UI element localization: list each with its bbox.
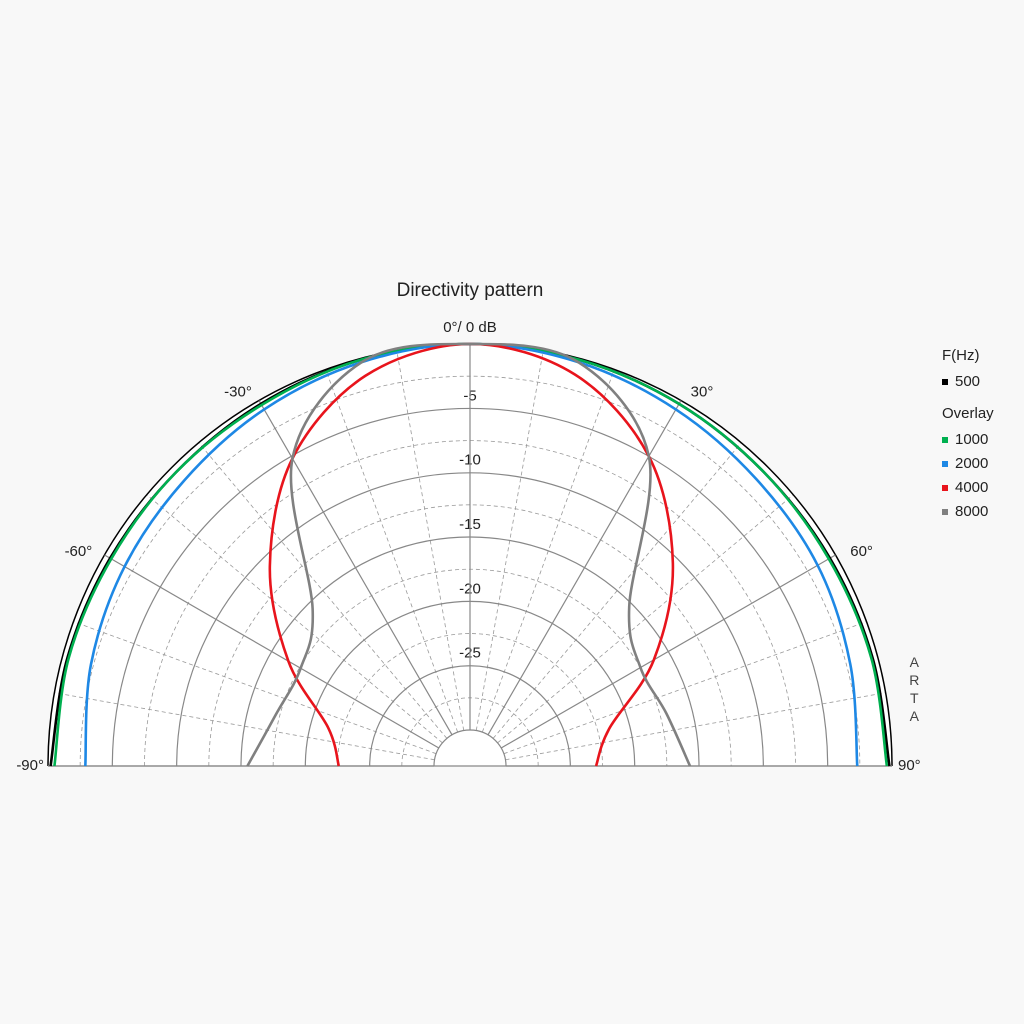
legend-label: 2000: [955, 455, 988, 472]
theta-tick-label: -90°: [16, 757, 44, 774]
legend-title: F(Hz): [942, 347, 980, 364]
legend-label: 8000: [955, 503, 988, 520]
legend-swatch: [942, 485, 948, 491]
theta-tick-label: 90°: [898, 757, 921, 774]
minor-ring: [337, 633, 603, 767]
spoke: [500, 554, 836, 749]
legend-label: 4000: [955, 479, 988, 496]
series-line: [246, 342, 692, 767]
theta-tick-label: -60°: [65, 543, 93, 560]
legend-swatch: [942, 509, 948, 515]
inner-ring: [433, 729, 507, 767]
watermark: ARTA: [906, 654, 922, 726]
minor-ring: [144, 440, 796, 767]
r-tick-label: 0°/ 0 dB: [443, 319, 497, 336]
spoke: [258, 400, 453, 736]
chart-title: Directivity pattern: [397, 280, 544, 301]
theta-tick-label: 60°: [850, 543, 873, 560]
legend-label: 500: [955, 373, 980, 390]
minor-ring: [208, 504, 732, 767]
theta-tick-label: 30°: [691, 383, 714, 400]
legend-swatch: [942, 461, 948, 467]
legend-group: Overlay: [942, 405, 994, 422]
theta-tick-label: -30°: [224, 383, 252, 400]
legend-label: 1000: [955, 431, 988, 448]
legend-swatch: [942, 437, 948, 443]
spoke: [104, 554, 440, 749]
legend-swatch: [942, 379, 948, 385]
